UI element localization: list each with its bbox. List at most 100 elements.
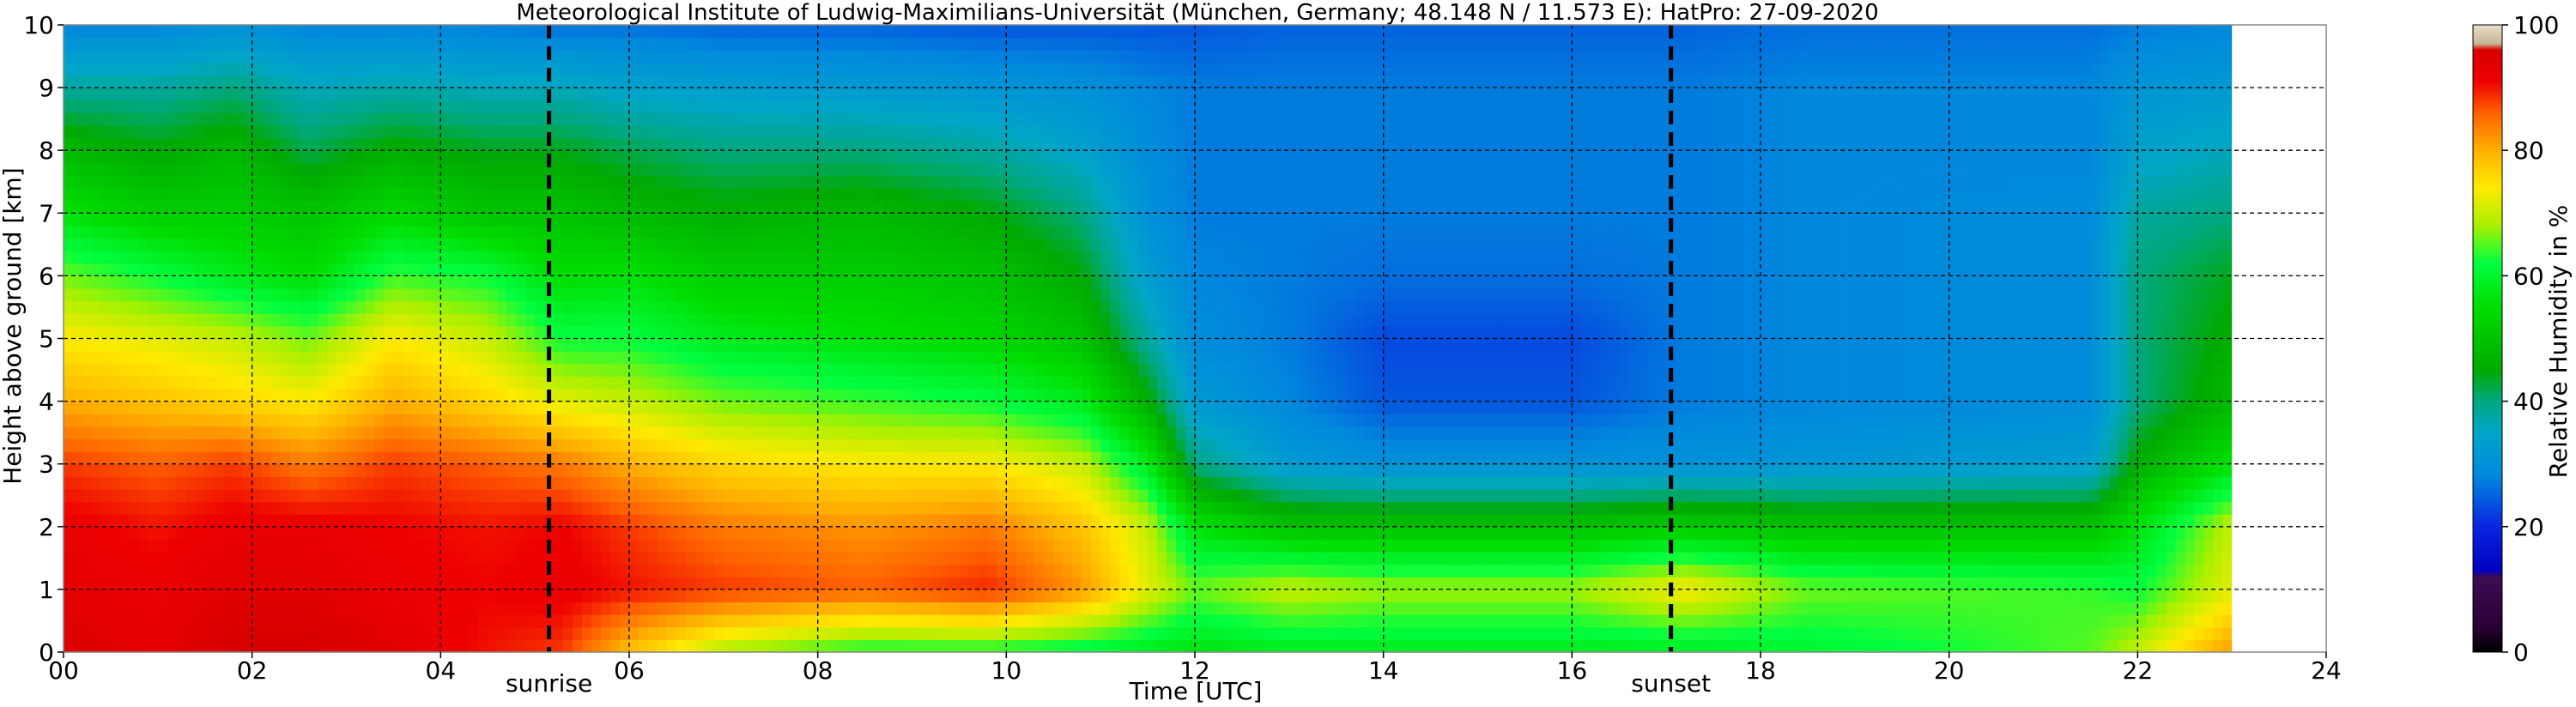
heatmap-cell — [817, 526, 828, 541]
heatmap-cell — [176, 639, 187, 653]
heatmap-cell — [195, 162, 206, 177]
heatmap-cell — [100, 438, 112, 452]
heatmap-cell — [157, 75, 168, 88]
heatmap-cell — [346, 124, 357, 139]
heatmap-cell — [968, 401, 979, 414]
heatmap-cell — [374, 363, 385, 377]
heatmap-cell — [469, 62, 479, 76]
heatmap-cell — [930, 401, 942, 414]
heatmap-cell — [72, 552, 83, 565]
heatmap-cell — [384, 162, 395, 177]
heatmap-cell — [704, 300, 715, 314]
heatmap-cell — [157, 150, 168, 164]
heatmap-cell — [384, 75, 395, 88]
heatmap-cell — [252, 463, 263, 477]
heatmap-cell — [374, 426, 385, 440]
heatmap-cell — [855, 488, 866, 503]
heatmap-cell — [620, 626, 630, 640]
heatmap-cell — [676, 514, 687, 528]
heatmap-cell — [647, 601, 658, 615]
heatmap-cell — [440, 213, 451, 227]
heatmap-cell — [629, 225, 639, 239]
heatmap-cell — [318, 514, 329, 528]
heatmap-cell — [770, 388, 781, 402]
heatmap-cell — [403, 614, 413, 628]
heatmap-cell — [488, 88, 498, 101]
heatmap-cell — [157, 188, 168, 202]
heatmap-cell — [469, 137, 479, 151]
heatmap-cell — [949, 539, 961, 553]
heatmap-cell — [997, 188, 1007, 202]
heatmap-cell — [855, 626, 866, 640]
heatmap-cell — [997, 577, 1007, 590]
heatmap-cell — [72, 124, 83, 139]
heatmap-cell — [72, 501, 83, 515]
heatmap-cell — [930, 238, 942, 251]
heatmap-cell — [968, 251, 979, 264]
heatmap-cell — [742, 388, 753, 402]
heatmap-cell — [459, 112, 470, 126]
heatmap-cell — [497, 577, 507, 590]
heatmap-cell — [808, 589, 819, 603]
heatmap-cell — [64, 251, 74, 264]
heatmap-cell — [742, 25, 753, 39]
heatmap-cell — [346, 639, 357, 653]
heatmap-cell — [195, 363, 206, 377]
heatmap-cell — [280, 539, 291, 553]
heatmap-cell — [544, 251, 555, 264]
heatmap-cell — [770, 476, 781, 490]
heatmap-cell — [488, 577, 498, 590]
heatmap-cell — [610, 401, 621, 414]
heatmap-cell — [836, 601, 847, 615]
heatmap-cell — [280, 601, 291, 615]
heatmap-cell — [440, 37, 451, 51]
heatmap-cell — [355, 614, 367, 628]
heatmap-cell — [299, 213, 310, 227]
heatmap-cell — [110, 601, 121, 615]
heatmap-cell — [214, 300, 225, 314]
heatmap-cell — [157, 325, 168, 340]
heatmap-cell — [723, 552, 734, 565]
heatmap-cell — [82, 626, 93, 640]
heatmap-cell — [450, 488, 460, 503]
heatmap-cell — [252, 112, 263, 126]
heatmap-cell — [204, 313, 215, 327]
heatmap-cell — [751, 251, 762, 264]
heatmap-cell — [978, 288, 988, 302]
heatmap-cell — [855, 225, 866, 239]
heatmap-cell — [978, 251, 988, 264]
heatmap-cell — [214, 639, 225, 653]
heatmap-cell — [223, 414, 234, 427]
heatmap-cell — [978, 564, 988, 577]
heatmap-cell — [525, 539, 536, 553]
heatmap-cell — [270, 175, 282, 189]
heatmap-cell — [157, 25, 168, 39]
heatmap-cell — [82, 589, 93, 603]
heatmap-cell — [591, 526, 602, 541]
heatmap-cell — [751, 338, 762, 352]
heatmap-cell — [308, 338, 319, 352]
heatmap-cell — [119, 112, 130, 126]
heatmap-cell — [921, 225, 932, 239]
heatmap-cell — [195, 150, 206, 164]
heatmap-cell — [393, 150, 403, 164]
heatmap-cell — [365, 325, 376, 340]
heatmap-cell — [591, 200, 602, 214]
heatmap-cell — [82, 62, 93, 76]
heatmap-cell — [704, 426, 715, 440]
heatmap-cell — [817, 338, 828, 352]
heatmap-cell — [836, 552, 847, 565]
heatmap-cell — [242, 200, 253, 214]
heatmap-cell — [214, 601, 225, 615]
heatmap-cell — [195, 213, 206, 227]
heatmap-cell — [573, 451, 583, 465]
heatmap-cell — [195, 514, 206, 528]
heatmap-cell — [921, 626, 932, 640]
heatmap-cell — [469, 313, 479, 327]
heatmap-cell — [299, 288, 310, 302]
heatmap-cell — [789, 639, 800, 653]
heatmap-cell — [185, 426, 197, 440]
heatmap-cell — [620, 175, 630, 189]
heatmap-cell — [921, 100, 932, 113]
heatmap-cell — [459, 124, 470, 139]
